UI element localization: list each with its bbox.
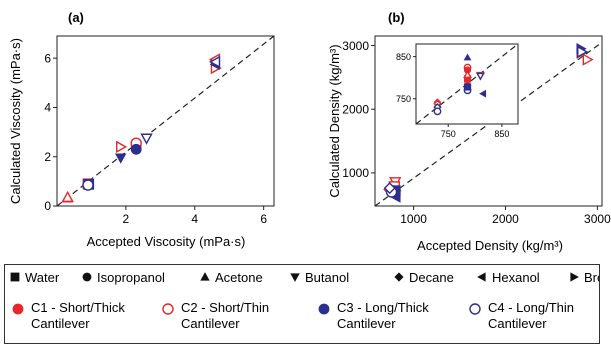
panel-b-points [383,43,594,203]
legend-liquid-label: Water [25,270,60,285]
panel-b-ylabel: Calculated Density (kg/m³) [327,44,342,197]
panel-b-dashed-line [374,41,603,207]
legend-square-icon [10,272,20,282]
panel-b: (b) 1000 2000 3000 1000 2000 3000 Accepted De… [327,10,611,253]
legend-diamond-icon [394,272,404,282]
panel-b-point [577,45,589,59]
panel-a-xtick-label: 6 [260,212,267,226]
legend-cantilever-sublabel: Cantilever [181,316,240,331]
panel-a-point [115,153,127,164]
panel-a-ytick-label: 6 [44,51,51,65]
panel-b-point [383,182,396,195]
inset-point [479,89,487,98]
inset-points [433,53,487,116]
legend-cantilever-sublabel: Cantilever [337,316,396,331]
legend-cantilever-sublabel: Cantilever [31,316,90,331]
panel-a-xlabel: Accepted Viscosity (mPa·s) [87,234,246,249]
legend-cantilever-icon [12,303,24,315]
inset-ytick-label: 850 [396,52,411,62]
figure: (a) 2 4 6 0 2 4 6 Accepted Viscosity (mPa·s) C… [8,10,611,253]
legend-liquid-label: Bromoform [584,270,599,285]
inset-ytick-label: 750 [396,94,411,104]
inset-xtick-label: 750 [441,129,456,139]
legend-cantilever-icon [469,303,481,315]
inset-point [463,53,472,61]
legend-cantilever-sublabel: Cantilever [488,316,547,331]
panel-a-ticks: 2 4 6 0 2 4 6 [44,51,267,226]
legend-liquid-label: Isopropanol [97,270,165,285]
panel-b-xtick-label: 1000 [400,212,427,226]
panel-b-ytick-label: 3000 [342,39,369,53]
legend-triangle-right-icon [570,272,579,282]
panel-a-ylabel: Calculated Viscosity (mPa·s) [8,38,23,204]
panel-b-point [582,53,594,66]
panel-a-point [61,190,74,203]
legend-liquid-label: Acetone [215,270,263,285]
legend: Water Isopropanol Acetone Butanol Decane Hexa… [4,264,611,344]
panel-b-label: (b) [388,10,405,25]
legend-cantilever-icon [318,303,330,315]
inset-point [433,107,442,116]
panel-a-xtick-label: 4 [191,212,198,226]
panel-a-xtick-label: 2 [123,212,130,226]
panel-b-ytick-label: 1000 [342,166,369,180]
panel-b-ticks: 1000 2000 3000 1000 2000 3000 [342,39,611,226]
legend-triangle-up-icon [200,272,210,281]
inset-point [463,83,472,91]
legend-liquid-label: Hexanol [492,270,540,285]
legend-cantilever-icon [162,303,174,315]
legend-graphic: Water Isopropanol Acetone Butanol Decane Hexa… [10,270,611,331]
panel-b-reference-line [374,41,603,207]
legend-liquid-label: Butanol [305,270,349,285]
panel-b-xtick-label: 3000 [584,212,611,226]
panel-b-ytick-label: 2000 [342,102,369,116]
inset-xtick-label: 850 [494,129,509,139]
legend-cantilever-label: C4 - Long/Thin [488,300,574,315]
panel-b-xlabel: Accepted Density (kg/m³) [417,238,563,253]
panel-a-point [140,133,153,145]
panel-a-points [61,53,222,203]
panel-b-inset: 750 850 750 850 [396,43,519,139]
panel-a: (a) 2 4 6 0 2 4 6 Accepted Viscosity (mPa·s) C… [8,10,275,249]
legend-liquid-label: Decane [409,270,454,285]
legend-cantilever-label: C1 - Short/Thick [31,300,125,315]
inset-ticks: 750 850 750 850 [396,52,509,139]
panel-a-ytick-label: 2 [44,150,51,164]
panel-a-label: (a) [68,10,84,25]
panel-a-dashed-line [56,35,275,207]
legend-triangle-left-icon [477,272,486,282]
panel-b-plot-frame [374,35,603,207]
panel-a-point [82,179,94,191]
panel-a-ytick-label: 4 [44,101,51,115]
legend-circle-icon [82,272,92,282]
legend-cantilever-label: C3 - Long/Thick [337,300,429,315]
panel-a-reference-line [56,35,275,207]
legend-liquids: Water Isopropanol Acetone Butanol Decane Hexa… [10,270,611,285]
panel-a-plot-frame [56,35,275,207]
legend-triangle-down-icon [290,273,300,282]
panel-b-xtick-label: 2000 [492,212,519,226]
panel-a-ytick-label: 0 [44,199,51,213]
inset-point [463,70,472,78]
panel-a-point [130,143,142,155]
legend-cantilever-label: C2 - Short/Thin [181,300,269,315]
panel-a-point [209,55,221,69]
inset-point [476,72,485,81]
panel-a-point [116,140,128,154]
